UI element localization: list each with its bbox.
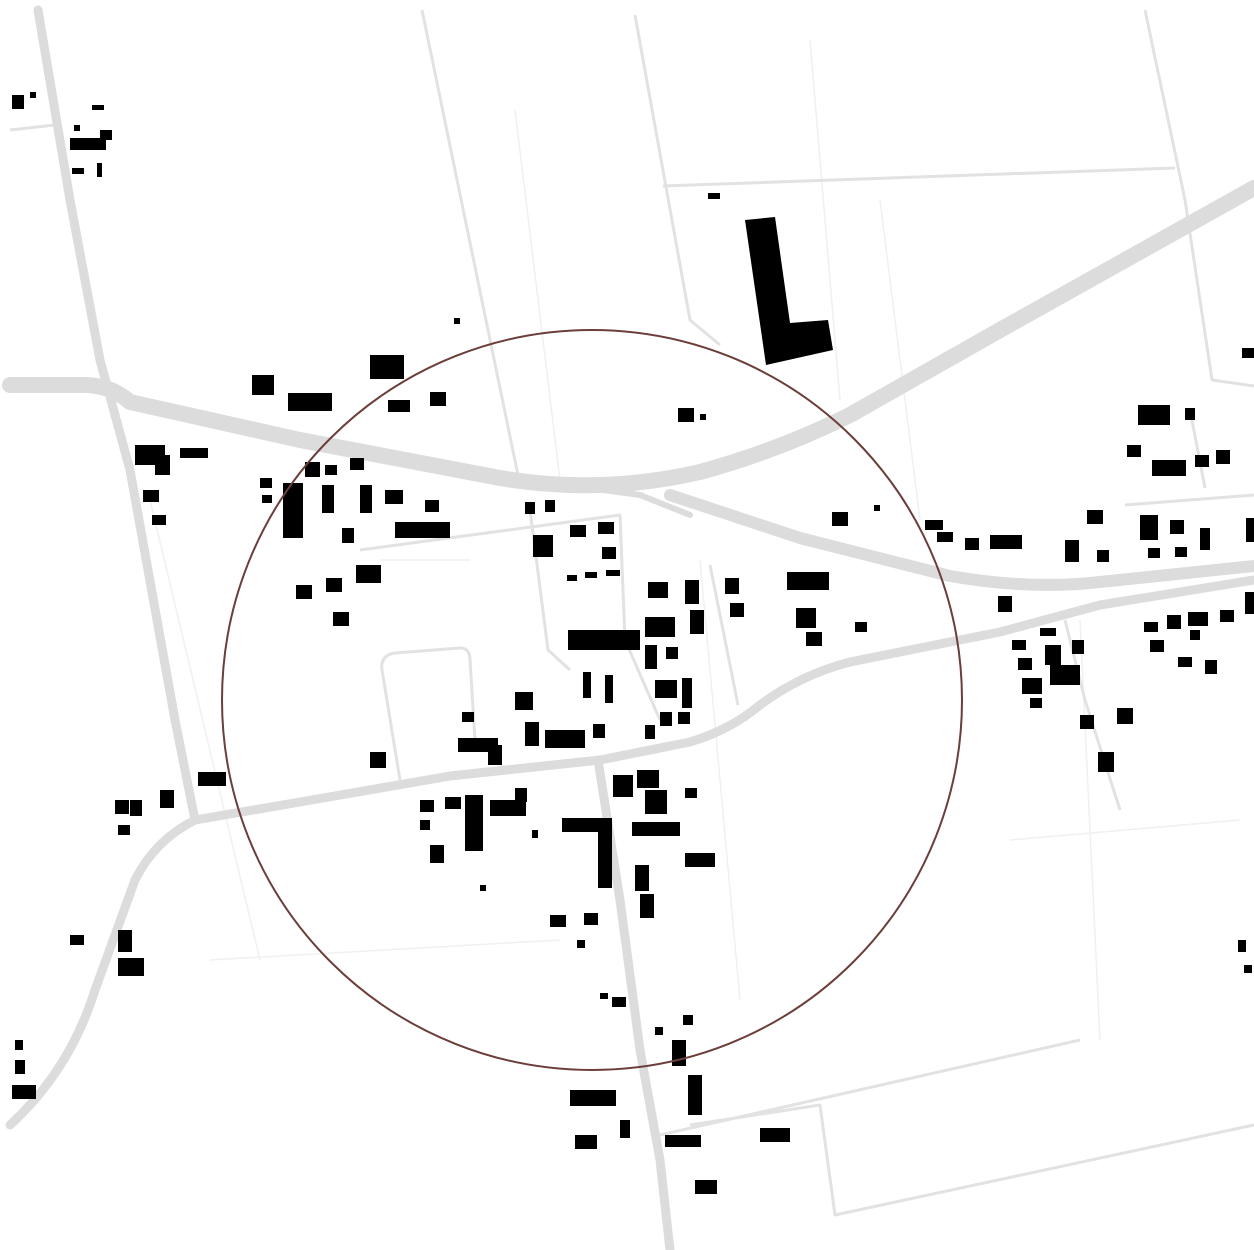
minor-road (689, 1103, 1254, 1217)
minor-road (359, 513, 662, 721)
road (33, 5, 200, 825)
field-outline (149, 39, 1241, 1041)
large-building (745, 217, 833, 365)
road (5, 815, 200, 1130)
main-roads (2, 5, 1254, 1250)
minor-road (633, 14, 721, 347)
minor-road (662, 166, 1176, 188)
buildings (12, 92, 1254, 1194)
field-outlines (149, 39, 1241, 1041)
minor-roads (9, 9, 1254, 1217)
minor-road (420, 9, 522, 486)
building (12, 92, 1254, 1194)
highway-branch (664, 489, 1254, 591)
minor-road (1188, 409, 1207, 489)
road (593, 755, 675, 1250)
minor-road (380, 646, 477, 781)
minor-road (1124, 493, 1254, 507)
minor-road (708, 564, 740, 706)
minor-road (528, 509, 572, 672)
minor-road (1143, 9, 1254, 388)
minor-road (1063, 619, 1122, 811)
radius-circle (221, 329, 963, 1071)
highway (2, 180, 1254, 494)
road (527, 477, 693, 518)
minor-road (9, 123, 56, 132)
road (190, 575, 1254, 825)
